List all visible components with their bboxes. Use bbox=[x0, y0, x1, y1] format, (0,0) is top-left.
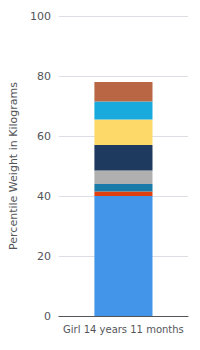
svg-text:20: 20 bbox=[37, 250, 51, 263]
svg-text:Percentile Weight in Kilograms: Percentile Weight in Kilograms bbox=[7, 82, 20, 250]
svg-text:60: 60 bbox=[37, 130, 51, 143]
svg-text:Girl 14 years 11 months: Girl 14 years 11 months bbox=[63, 324, 184, 335]
svg-text:40: 40 bbox=[37, 190, 51, 203]
svg-text:80: 80 bbox=[37, 70, 51, 83]
svg-text:100: 100 bbox=[30, 10, 51, 23]
svg-text:0: 0 bbox=[44, 310, 51, 323]
